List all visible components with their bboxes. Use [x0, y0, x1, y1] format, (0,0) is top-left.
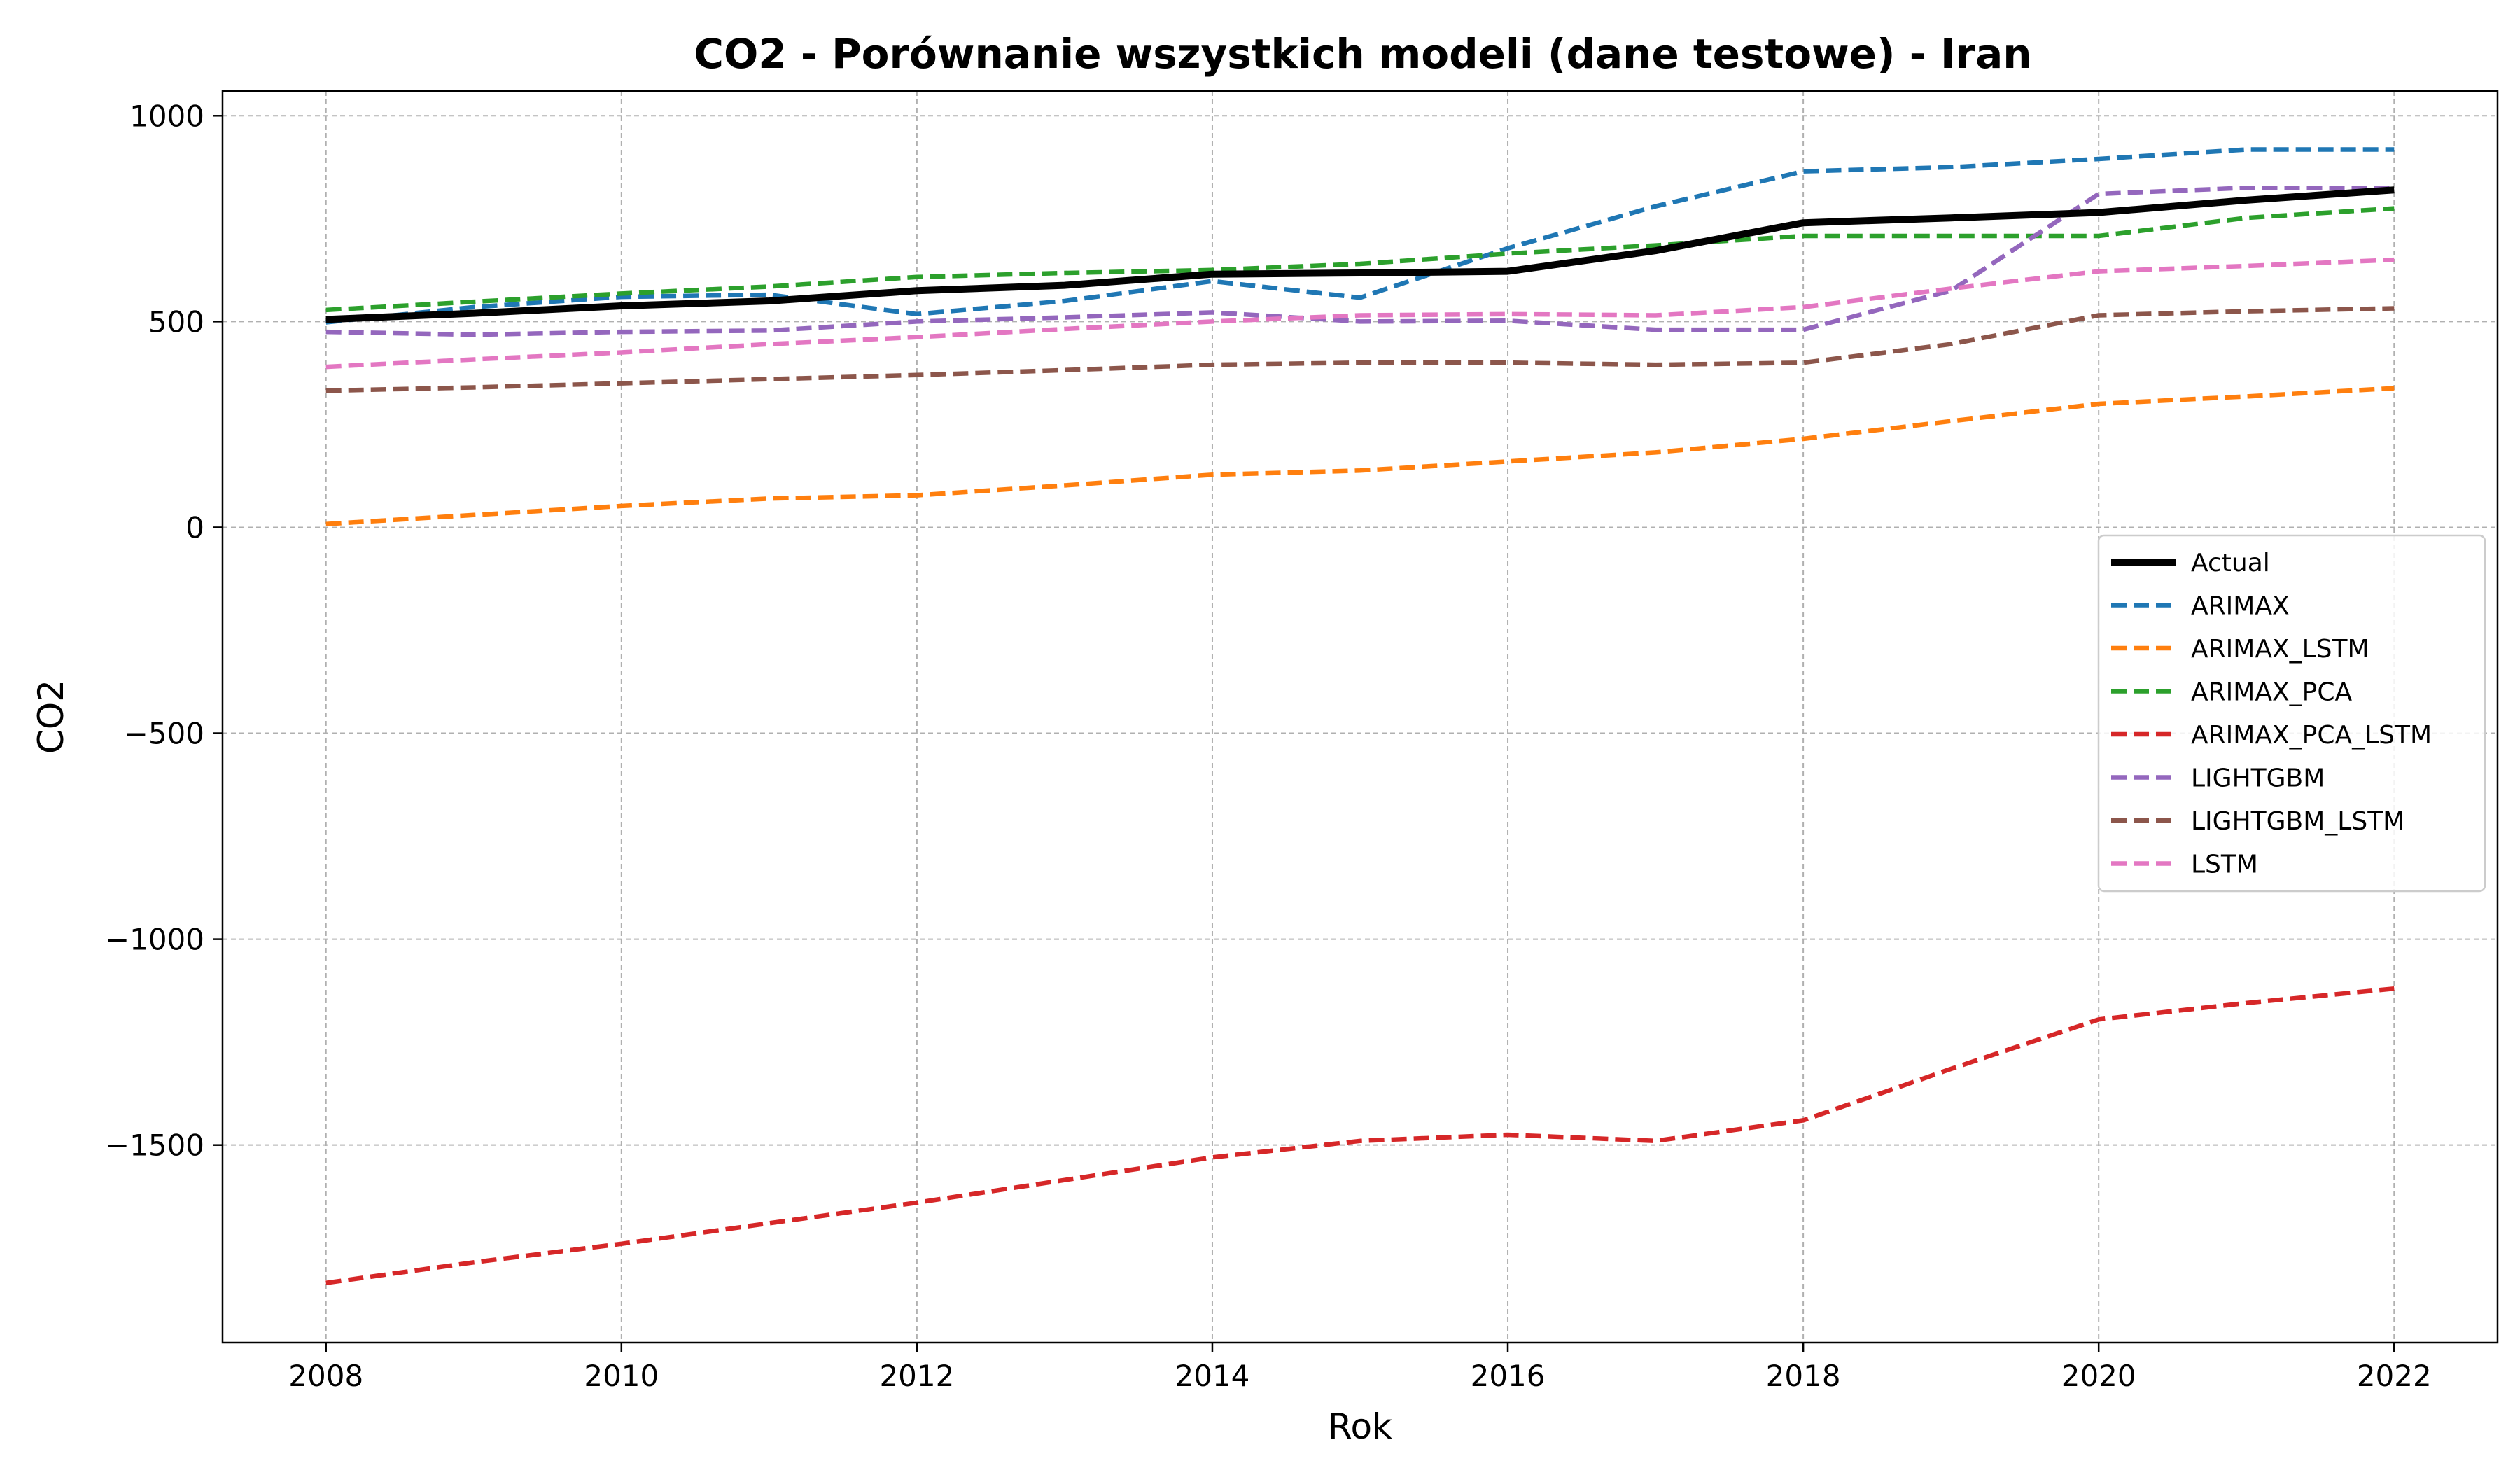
- series-line-lightgbm-lstm: [326, 306, 2395, 393]
- y-tick-label: −500: [124, 717, 204, 751]
- legend-label-arimax: ARIMAX: [2191, 592, 2290, 621]
- x-tick-label: 2014: [1175, 1359, 1250, 1393]
- legend-box: [2097, 534, 2486, 892]
- legend-label-actual: Actual: [2191, 549, 2270, 578]
- x-axis-label: Rok: [1328, 1406, 1392, 1447]
- x-tick-label: 2022: [2357, 1359, 2432, 1393]
- y-tick-label: 0: [186, 510, 204, 545]
- x-axis: 2008 2010 2012 2014 2016 2018 2020 2022: [288, 1343, 2432, 1393]
- series-line-arimax: [326, 147, 2395, 325]
- legend-label-lightgbm-lstm: LIGHTGBM_LSTM: [2191, 807, 2404, 836]
- plot-frame: [221, 90, 2499, 1344]
- legend: Actual ARIMAX ARIMAX_LSTM ARIMAX_PCA ARIMAX_…: [2097, 534, 2486, 892]
- y-axis-label: CO2: [31, 680, 71, 754]
- x-tick-label: 2010: [584, 1359, 659, 1393]
- series-line-lightgbm: [326, 185, 2395, 337]
- x-tick-label: 2018: [1766, 1359, 1841, 1393]
- legend-label-arimax-pca: ARIMAX_PCA: [2191, 678, 2352, 707]
- x-tick-label: 2012: [879, 1359, 954, 1393]
- y-tick-label: −1000: [105, 923, 204, 957]
- y-tick-label: 500: [148, 304, 204, 339]
- x-tick-label: 2008: [288, 1359, 363, 1393]
- series-layer: [326, 147, 2395, 1285]
- legend-label-lightgbm: LIGHTGBM: [2191, 764, 2325, 793]
- chart-title: CO2 - Porównanie wszystkich modeli (dane…: [694, 30, 2031, 78]
- legend-label-arimax-lstm: ARIMAX_LSTM: [2191, 635, 2370, 664]
- y-tick-label: −1500: [105, 1128, 204, 1163]
- x-tick-label: 2020: [2062, 1359, 2136, 1393]
- series-line-arimax-pca-lstm: [326, 986, 2395, 1285]
- y-axis: 1000 500 0 −500 −1000 −1500: [105, 99, 223, 1163]
- x-tick-label: 2016: [1471, 1359, 1546, 1393]
- series-line-actual: [326, 186, 2395, 323]
- legend-label-lstm: LSTM: [2191, 850, 2258, 879]
- series-line-arimax-lstm: [326, 386, 2395, 526]
- legend-label-arimax-pca-lstm: ARIMAX_PCA_LSTM: [2191, 721, 2432, 750]
- series-line-arimax-pca: [326, 206, 2395, 313]
- series-line-lstm: [326, 257, 2395, 370]
- y-tick-label: 1000: [130, 99, 204, 133]
